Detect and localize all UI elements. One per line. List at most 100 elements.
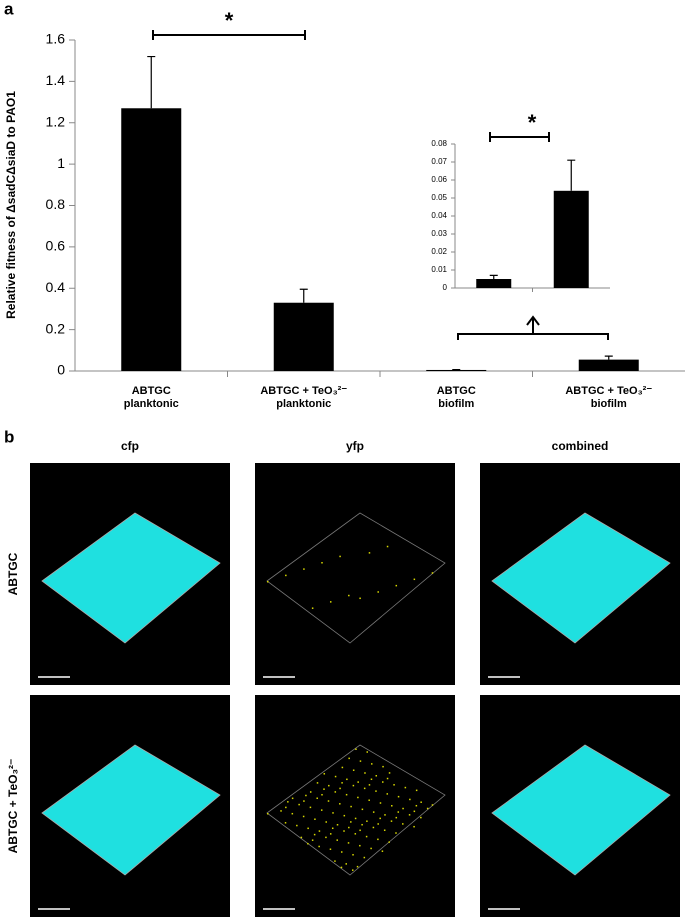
yfp-signal xyxy=(325,836,327,839)
yfp-signal xyxy=(379,802,382,804)
yfp-signal xyxy=(368,784,371,786)
yfp-signal xyxy=(311,607,314,609)
y-tick-label: 0.2 xyxy=(46,320,66,336)
biofilm xyxy=(491,512,671,644)
y-tick-label: 0.07 xyxy=(431,157,447,166)
error-bar xyxy=(567,159,576,191)
yfp-signal xyxy=(363,787,366,790)
y-tick-label: 1.6 xyxy=(46,31,66,47)
row-label: ABTGC xyxy=(6,552,20,595)
yfp-signal xyxy=(302,815,305,818)
yfp-signal xyxy=(388,772,391,774)
yfp-signal xyxy=(328,784,330,787)
yfp-signal xyxy=(341,766,344,769)
yfp-signal xyxy=(334,775,337,778)
yfp-signal xyxy=(296,824,298,827)
yfp-signal xyxy=(303,800,305,802)
yfp-signal xyxy=(336,824,339,826)
yfp-signal xyxy=(413,825,415,828)
yfp-signal xyxy=(368,552,371,554)
yfp-signal xyxy=(409,798,411,801)
yfp-signal xyxy=(336,839,338,841)
micrograph xyxy=(255,463,455,685)
yfp-signal xyxy=(356,865,359,868)
significance: * xyxy=(225,8,234,33)
y-tick-label: 0.08 xyxy=(431,139,447,148)
column-label: cfp xyxy=(121,439,139,453)
row-label: ABTGC + TeO₃²⁻ xyxy=(6,759,20,854)
yfp-signal xyxy=(348,594,350,597)
yfp-signal xyxy=(365,835,368,838)
yfp-signal xyxy=(346,778,348,781)
yfp-signal xyxy=(371,763,373,765)
bar xyxy=(578,359,639,371)
yfp-signal xyxy=(351,869,354,871)
yfp-signal xyxy=(339,803,341,805)
yfp-signal xyxy=(359,760,362,762)
yfp-signal xyxy=(287,801,289,803)
yfp-signal xyxy=(334,860,336,862)
y-tick-label: 0 xyxy=(443,283,448,292)
yfp-signal xyxy=(404,786,407,789)
yfp-signal xyxy=(361,808,364,811)
yfp-signal xyxy=(334,791,337,793)
yfp-signal xyxy=(309,791,312,793)
yfp-signal xyxy=(352,784,355,787)
yfp-signal xyxy=(408,814,411,816)
y-tick-label: 1.2 xyxy=(46,113,66,129)
yfp-signal xyxy=(311,839,314,841)
yfp-signal xyxy=(339,555,341,558)
yfp-signal xyxy=(395,816,398,819)
yfp-signal xyxy=(361,823,363,826)
yfp-signal xyxy=(298,803,300,806)
yfp-signal xyxy=(413,578,416,581)
yfp-signal xyxy=(348,826,350,829)
yfp-signal xyxy=(370,778,373,781)
yfp-signal xyxy=(359,844,361,847)
yfp-signal xyxy=(366,751,369,753)
bar xyxy=(426,369,487,371)
yfp-signal xyxy=(313,833,316,836)
yfp-signal xyxy=(370,847,372,850)
biofilm-box xyxy=(266,744,446,876)
yfp-signal xyxy=(381,850,384,852)
significance: * xyxy=(528,110,537,135)
yfp-signal xyxy=(331,827,334,830)
yfp-signal xyxy=(397,795,400,798)
yfp-signal xyxy=(357,796,359,799)
panel-label: b xyxy=(4,427,14,446)
yfp-signal xyxy=(426,807,429,810)
bar xyxy=(476,279,512,288)
bracket xyxy=(489,132,550,142)
arrow xyxy=(526,315,540,326)
yfp-signal xyxy=(354,833,357,835)
yfp-signal xyxy=(291,797,294,800)
yfp-signal xyxy=(347,842,350,844)
yfp-signal xyxy=(316,782,319,784)
y-tick-label: 1.4 xyxy=(46,72,66,88)
brackets xyxy=(152,30,609,340)
yfp-signal xyxy=(340,866,343,869)
yfp-signal xyxy=(327,800,330,802)
yfp-signal xyxy=(325,821,327,823)
bar xyxy=(121,108,182,372)
yfp-signal xyxy=(355,748,357,751)
yfp-signal xyxy=(339,787,341,790)
yfp-signal xyxy=(303,568,305,570)
yfp-signal xyxy=(291,812,294,815)
yfp-signal xyxy=(386,793,389,795)
error-bar xyxy=(147,55,156,109)
yfp-signal xyxy=(375,775,378,777)
yfp-signal xyxy=(267,813,269,815)
error-bar xyxy=(489,274,498,279)
y-tick-label: 0.05 xyxy=(431,193,447,202)
yfp-signal xyxy=(318,845,320,848)
yfp-signal xyxy=(341,782,343,784)
yfp-signal xyxy=(329,601,332,603)
y-tick-label: 0.03 xyxy=(431,229,447,238)
yfp-signal xyxy=(395,832,397,834)
yfp-signal xyxy=(309,806,312,809)
yfp-signal xyxy=(350,805,352,808)
yfp-signal xyxy=(377,823,379,825)
yfp-signal xyxy=(314,818,316,820)
